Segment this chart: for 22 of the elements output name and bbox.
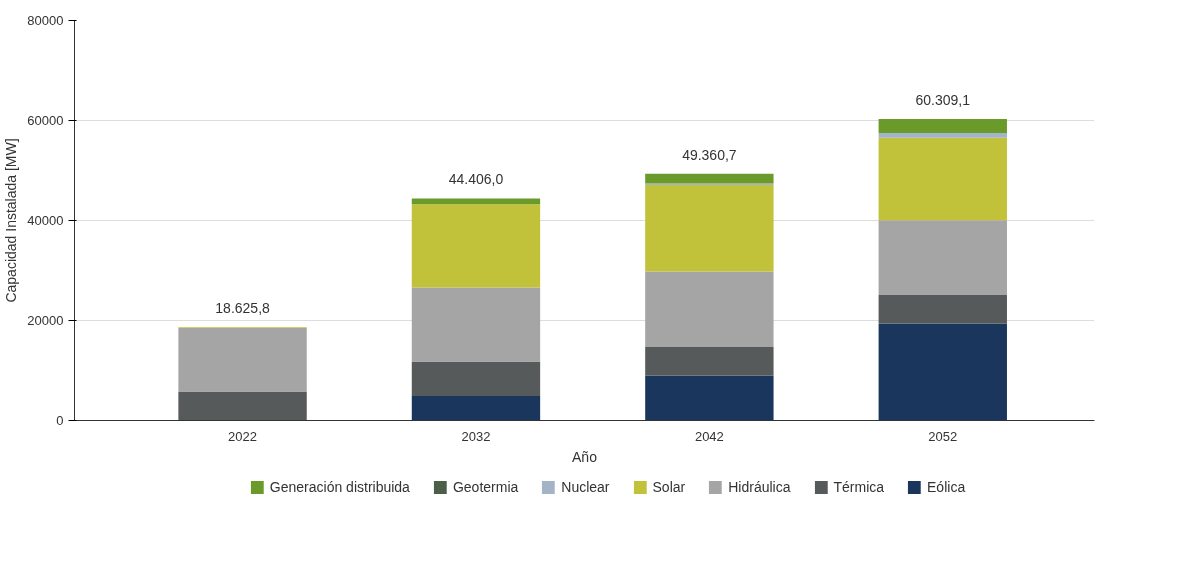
x-tick-label: 2022	[228, 428, 258, 444]
legend-label: Térmica	[833, 479, 885, 495]
total-label: 60.309,1	[915, 91, 971, 108]
y-tick-label: 20000	[27, 313, 64, 328]
y-tick-label: 80000	[27, 13, 64, 28]
x-tick-label: 2042	[694, 428, 724, 444]
legend-label: Nuclear	[561, 479, 610, 495]
legend-label: Generación distribuida	[269, 479, 410, 495]
legend-label: Eólica	[927, 479, 966, 495]
x-axis-title: Año	[572, 448, 598, 465]
y-tick-label: 40000	[27, 213, 64, 228]
total-label: 44.406,0	[448, 171, 504, 188]
total-label: 49.360,7	[682, 146, 737, 163]
y-tick-label: 0	[56, 413, 64, 428]
y-tick-label: 60000	[27, 113, 64, 128]
legend-label: Geotermia	[452, 479, 519, 495]
total-label: 18.625,8	[215, 300, 271, 317]
x-tick-label: 2052	[928, 428, 958, 444]
x-tick-label: 2032	[461, 428, 491, 444]
legend-label: Hidráulica	[728, 479, 791, 495]
y-axis-title: Capacidad Instalada [MW]	[3, 138, 20, 303]
legend-label: Solar	[652, 479, 686, 495]
